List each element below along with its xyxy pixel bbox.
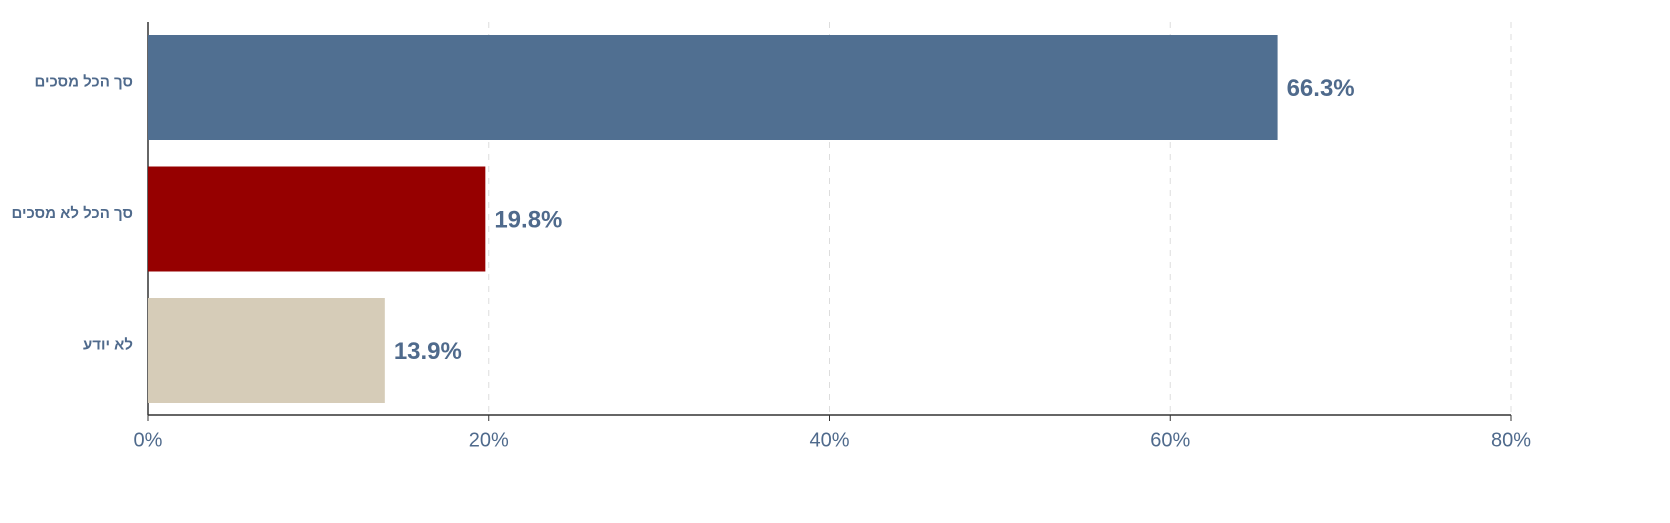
x-tick-label: 0% xyxy=(134,429,163,451)
value-label: 66.3% xyxy=(1287,75,1355,102)
y-tick-label: סך הכל מסכים xyxy=(34,73,133,90)
value-label: 19.8% xyxy=(494,206,562,233)
bar xyxy=(148,35,1278,140)
bar xyxy=(148,298,385,403)
x-tick-label: 60% xyxy=(1150,429,1190,451)
x-tick-label: 20% xyxy=(469,429,509,451)
x-tick-label: 40% xyxy=(809,429,849,451)
y-tick-label: לא יודע xyxy=(83,336,133,353)
y-tick-label: סך הכל לא מסכים xyxy=(11,205,133,222)
bar xyxy=(148,166,486,272)
value-label: 13.9% xyxy=(394,338,462,365)
x-tick-label: 80% xyxy=(1491,429,1531,451)
